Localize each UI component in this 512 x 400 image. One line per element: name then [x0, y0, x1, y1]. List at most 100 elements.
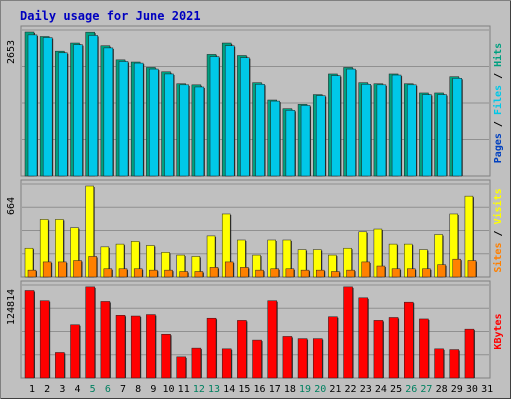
bar-files-day-4	[73, 44, 83, 177]
x-tick-6: 6	[105, 384, 111, 395]
bar-kbytes-day-24	[373, 320, 384, 379]
bar-kbytes-day-8	[130, 315, 141, 379]
bar-kbytes-day-16	[252, 339, 262, 379]
series-label-part: Files	[492, 85, 504, 115]
bar-kbytes-day-27	[419, 318, 429, 379]
x-tick-7: 7	[120, 384, 126, 395]
x-tick-16: 16	[254, 384, 266, 395]
bar-sites-day-6	[103, 268, 113, 278]
bar-files-day-18	[285, 110, 296, 177]
bar-kbytes-day-26	[404, 301, 414, 379]
bar-files-day-19	[300, 105, 311, 177]
bar-files-day-14	[224, 45, 235, 177]
max-label-visits-sites: 664	[6, 197, 17, 215]
bar-kbytes-day-9	[146, 314, 156, 379]
bar-kbytes-day-2	[39, 300, 50, 379]
bar-sites-day-17	[270, 268, 279, 278]
max-label-hits-files-pages: 2653	[6, 40, 17, 64]
bar-files-day-26	[407, 84, 417, 177]
bar-kbytes-day-12	[191, 347, 202, 379]
bar-kbytes-day-11	[176, 356, 186, 379]
bar-kbytes-day-21	[328, 316, 338, 379]
bar-files-day-7	[118, 61, 129, 177]
x-tick-21: 21	[329, 384, 341, 395]
bar-files-day-16	[255, 84, 265, 177]
bar-sites-day-28	[437, 264, 446, 278]
bar-sites-day-22	[346, 269, 355, 278]
bar-sites-day-3	[58, 261, 67, 278]
series-label-kbytes: KBytes	[493, 313, 504, 349]
bar-files-day-25	[391, 74, 402, 177]
bar-files-day-10	[164, 73, 174, 177]
bar-sites-day-29	[452, 258, 462, 278]
bar-files-day-1	[27, 34, 38, 177]
x-tick-20: 20	[314, 384, 326, 395]
bar-files-day-13	[209, 56, 220, 177]
bar-sites-day-8	[133, 268, 143, 278]
bar-sites-day-4	[73, 260, 82, 278]
bar-kbytes-day-14	[221, 348, 232, 379]
bar-sites-day-18	[285, 268, 295, 278]
x-tick-27: 27	[420, 384, 432, 395]
x-tick-26: 26	[405, 384, 417, 395]
series-label-visits-sites: Sites / Visits	[492, 188, 504, 272]
bar-kbytes-day-22	[343, 286, 353, 379]
x-tick-9: 9	[150, 384, 156, 395]
x-tick-23: 23	[360, 384, 372, 395]
bar-sites-day-10	[164, 269, 173, 278]
labels-layer: 2653 Pages / Files / Hits 664 Sites / Visit…	[6, 40, 504, 395]
bar-sites-day-27	[422, 268, 431, 278]
bar-files-day-6	[103, 47, 114, 177]
series-label-part: /	[493, 115, 504, 133]
bar-sites-day-16	[255, 269, 264, 278]
bar-kbytes-day-28	[434, 348, 444, 379]
bar-files-day-9	[149, 68, 159, 177]
x-tick-25: 25	[390, 384, 402, 395]
x-tick-29: 29	[451, 384, 463, 395]
bar-sites-day-13	[209, 267, 219, 278]
x-tick-2: 2	[44, 384, 50, 395]
x-tick-22: 22	[345, 384, 357, 395]
bar-kbytes-day-30	[464, 328, 475, 379]
bar-kbytes-day-23	[358, 297, 368, 379]
x-tick-12: 12	[193, 384, 205, 395]
bar-files-day-12	[194, 86, 205, 177]
bar-sites-day-2	[42, 261, 52, 278]
bar-kbytes-day-1	[24, 290, 35, 379]
bar-sites-day-19	[300, 269, 310, 278]
bar-files-day-8	[133, 62, 144, 177]
bar-sites-day-24	[376, 265, 386, 278]
bar-sites-day-15	[240, 267, 249, 278]
x-tick-14: 14	[223, 384, 235, 395]
bar-sites-day-23	[361, 261, 370, 278]
bar-sites-day-30	[467, 260, 477, 278]
bar-files-day-5	[88, 35, 98, 177]
bar-files-day-11	[179, 84, 189, 177]
bar-sites-day-9	[149, 269, 158, 278]
x-tick-24: 24	[375, 384, 387, 395]
series-label-part: /	[493, 224, 504, 242]
x-tick-19: 19	[299, 384, 311, 395]
bar-files-day-22	[346, 68, 356, 177]
bar-kbytes-day-10	[161, 334, 171, 379]
bar-files-day-3	[58, 52, 68, 177]
bar-sites-day-5	[88, 256, 97, 278]
bar-sites-day-25	[391, 268, 401, 278]
bar-kbytes-day-6	[100, 301, 111, 379]
bar-files-day-17	[270, 100, 280, 177]
x-tick-15: 15	[238, 384, 250, 395]
bar-kbytes-day-18	[282, 336, 293, 379]
bar-sites-day-26	[407, 268, 416, 278]
bar-files-day-29	[452, 78, 463, 177]
bar-sites-day-21	[331, 271, 340, 278]
bar-sites-day-20	[315, 269, 325, 278]
bar-kbytes-day-25	[388, 317, 399, 379]
bar-sites-day-11	[179, 271, 188, 278]
bar-kbytes-day-17	[267, 300, 277, 379]
series-label-part: Pages	[493, 133, 504, 163]
bar-kbytes-day-5	[85, 286, 95, 379]
chart-title: Daily usage for June 2021	[20, 9, 201, 23]
bar-files-day-2	[42, 37, 53, 177]
series-label-hits-files-pages: Pages / Files / Hits	[492, 43, 504, 163]
